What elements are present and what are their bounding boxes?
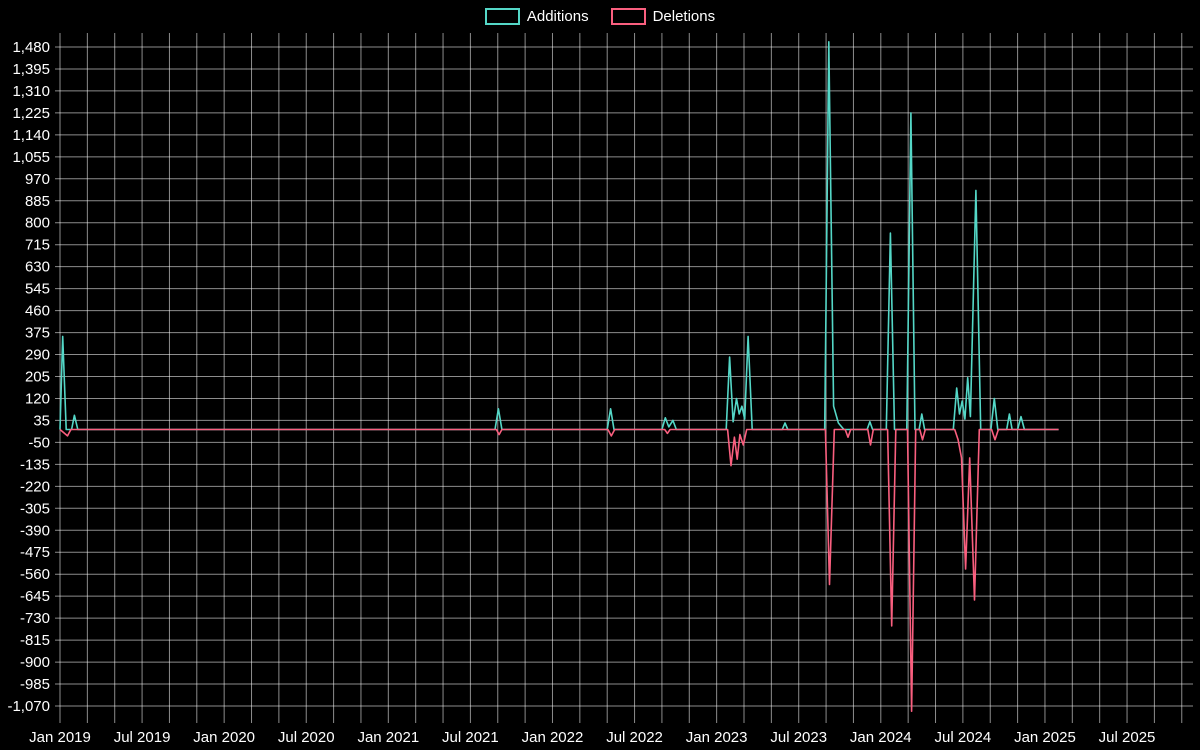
x-axis-tick-label: Jan 2021 — [357, 729, 419, 746]
x-axis-tick-label: Jul 2024 — [935, 729, 992, 746]
y-axis-tick-label: -390 — [20, 522, 50, 539]
y-axis-tick-label: 290 — [25, 347, 50, 364]
y-axis-tick-label: -560 — [20, 566, 50, 583]
y-axis-tick-label: -220 — [20, 478, 50, 495]
y-axis-tick-label: 1,395 — [12, 61, 50, 78]
legend-item-additions[interactable]: Additions — [484, 8, 589, 25]
x-axis-tick-label: Jan 2024 — [850, 729, 912, 746]
y-axis-tick-label: 375 — [25, 325, 50, 342]
y-axis-tick-label: -305 — [20, 500, 50, 517]
y-axis-tick-label: -900 — [20, 654, 50, 671]
y-axis-tick-label: 35 — [33, 412, 50, 429]
y-axis-tick-label: 1,055 — [12, 149, 50, 166]
y-axis-tick-label: 970 — [25, 171, 50, 188]
y-axis-tick-label: -815 — [20, 632, 50, 649]
y-axis-tick-label: 885 — [25, 193, 50, 210]
y-axis-tick-label: 205 — [25, 369, 50, 386]
y-axis-tick-label: 1,225 — [12, 105, 50, 122]
series-line-deletions — [59, 428, 1059, 713]
x-axis-tick-label: Jul 2021 — [442, 729, 499, 746]
y-axis-tick-label: 1,480 — [12, 39, 50, 56]
y-axis-tick-label: 800 — [25, 215, 50, 232]
y-axis-tick-label: 630 — [25, 259, 50, 276]
x-axis-tick-label: Jan 2020 — [193, 729, 255, 746]
x-axis-tick-label: Jan 2023 — [686, 729, 748, 746]
x-axis-tick-label: Jul 2023 — [770, 729, 827, 746]
y-axis-tick-label: 1,140 — [12, 127, 50, 144]
x-axis-tick-label: Jul 2022 — [606, 729, 663, 746]
chart-legend: Additions Deletions — [0, 8, 1200, 25]
series-line-additions — [59, 40, 1059, 431]
y-axis-tick-label: -50 — [28, 434, 50, 451]
y-axis-tick-label: -730 — [20, 610, 50, 627]
x-axis-tick-label: Jul 2020 — [278, 729, 335, 746]
x-axis-tick-label: Jul 2025 — [1099, 729, 1156, 746]
additions-swatch-icon — [484, 8, 520, 25]
y-axis-tick-label: 460 — [25, 303, 50, 320]
legend-label-additions: Additions — [526, 8, 589, 25]
deletions-swatch-icon — [610, 8, 646, 25]
y-axis-tick-label: 545 — [25, 281, 50, 298]
x-axis-tick-label: Jan 2022 — [522, 729, 584, 746]
y-axis-tick-label: -475 — [20, 544, 50, 561]
y-axis-tick-label: 120 — [25, 390, 50, 407]
y-axis-tick-label: 715 — [25, 237, 50, 254]
legend-label-deletions: Deletions — [652, 8, 716, 25]
y-axis-tick-label: 1,310 — [12, 83, 50, 100]
x-axis-tick-label: Jul 2019 — [114, 729, 171, 746]
y-axis-tick-label: -985 — [20, 676, 50, 693]
x-axis-tick-label: Jan 2025 — [1014, 729, 1076, 746]
y-axis-tick-label: -1,070 — [7, 698, 50, 715]
legend-item-deletions[interactable]: Deletions — [610, 8, 716, 25]
y-axis-tick-label: -135 — [20, 456, 50, 473]
y-axis-tick-label: -645 — [20, 588, 50, 605]
x-axis-tick-label: Jan 2019 — [29, 729, 91, 746]
